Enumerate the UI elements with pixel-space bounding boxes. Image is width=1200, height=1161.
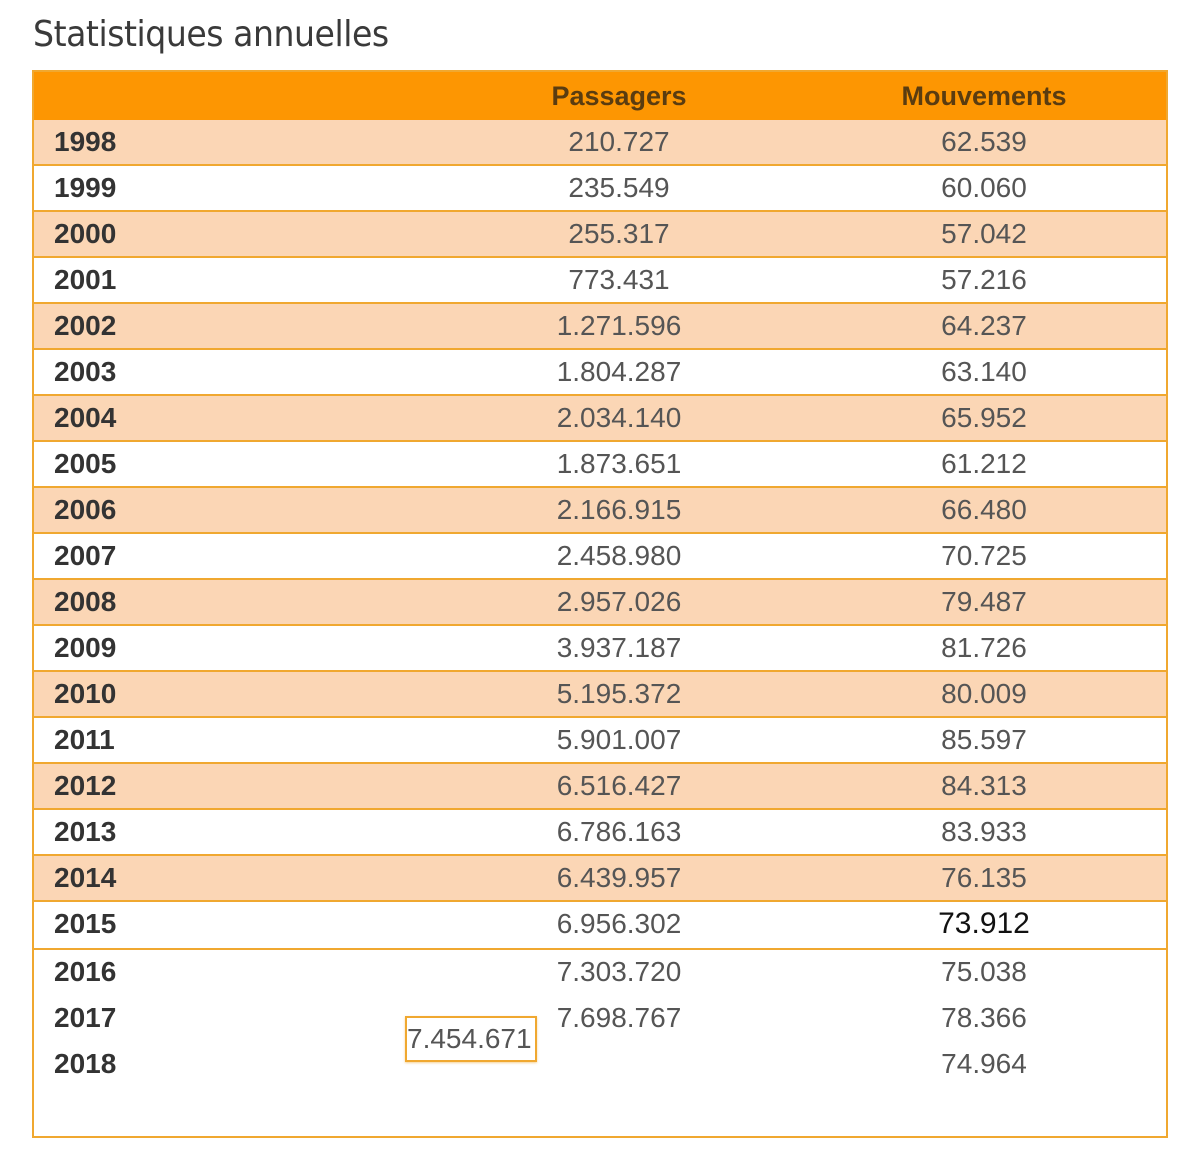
passengers-cell: 255.317 (568, 218, 670, 249)
passengers-cell: 235.549 (568, 172, 670, 203)
movements-cell: 75.038 (941, 956, 1027, 987)
table-row: 2010 5.195.372 80.009 (34, 672, 1166, 718)
passengers-cell: 1.271.596 (556, 310, 682, 341)
year-cell: 2004 (54, 402, 117, 433)
year-cell: 2012 (54, 770, 117, 801)
table-row: 2004 2.034.140 65.952 (34, 396, 1166, 442)
table-row: 2015 6.956.302 73.912 (34, 902, 1166, 950)
passengers-cell: 6.516.427 (556, 770, 682, 801)
year-cell: 2013 (54, 816, 117, 847)
year-cell: 1998 (54, 126, 117, 157)
table-row: 2018 74.964 (34, 1042, 1166, 1136)
table-row: 2003 1.804.287 63.140 (34, 350, 1166, 396)
table-row: 1999 235.549 60.060 (34, 166, 1166, 212)
year-cell: 2005 (54, 448, 117, 479)
passengers-cell: 2.034.140 (556, 402, 682, 433)
year-cell: 2015 (54, 908, 117, 939)
year-cell: 2002 (54, 310, 117, 341)
year-cell: 2009 (54, 632, 117, 663)
table-row: 2005 1.873.651 61.212 (34, 442, 1166, 488)
table-row: 1998 210.727 62.539 (34, 120, 1166, 166)
movements-cell: 57.216 (941, 264, 1027, 295)
year-cell: 2010 (54, 678, 117, 709)
table-row: 2012 6.516.427 84.313 (34, 764, 1166, 810)
movements-cell: 76.135 (941, 862, 1027, 893)
table-row: 2008 2.957.026 79.487 (34, 580, 1166, 626)
passengers-cell: 2.458.980 (556, 540, 682, 571)
movements-cell: 63.140 (941, 356, 1027, 387)
year-cell: 2001 (54, 264, 117, 295)
movements-cell: 66.480 (941, 494, 1027, 525)
year-cell: 2014 (54, 862, 117, 893)
year-cell: 2003 (54, 356, 117, 387)
year-cell: 2018 (54, 1048, 117, 1079)
year-cell: 2011 (54, 724, 115, 755)
passengers-cell: 773.431 (568, 264, 670, 295)
passengers-cell: 1.873.651 (556, 448, 682, 479)
movements-cell: 85.597 (941, 724, 1027, 755)
movements-cell: 62.539 (941, 126, 1027, 157)
passengers-cell: 5.195.372 (556, 678, 682, 709)
year-cell: 2008 (54, 586, 117, 617)
table-row: 2001 773.431 57.216 (34, 258, 1166, 304)
passengers-cell: 6.786.163 (556, 816, 682, 847)
movements-cell: 84.313 (941, 770, 1027, 801)
movements-cell: 61.212 (941, 448, 1027, 479)
passengers-cell: 5.901.007 (556, 724, 682, 755)
movements-cell: 74.964 (941, 1048, 1027, 1079)
table-row: 2002 1.271.596 64.237 (34, 304, 1166, 350)
movements-cell: 70.725 (941, 540, 1027, 571)
passengers-cell: 1.804.287 (556, 356, 682, 387)
year-cell: 2017 (54, 1002, 117, 1033)
movements-cell: 78.366 (941, 1002, 1027, 1033)
movements-cell: 79.487 (941, 586, 1027, 617)
year-cell: 2000 (54, 218, 117, 249)
passengers-cell: 210.727 (568, 126, 670, 157)
movements-cell: 83.933 (941, 816, 1027, 847)
passengers-cell: 7.303.720 (556, 956, 682, 987)
year-cell: 1999 (54, 172, 117, 203)
passengers-cell: 6.439.957 (556, 862, 682, 893)
header-movements: Mouvements (901, 81, 1067, 111)
table-row: 2007 2.458.980 70.725 (34, 534, 1166, 580)
movements-cell: 65.952 (941, 402, 1027, 433)
year-cell: 2016 (54, 956, 117, 987)
passengers-cell: 7.698.767 (556, 1002, 682, 1033)
table-row: 2006 2.166.915 66.480 (34, 488, 1166, 534)
movements-cell: 60.060 (941, 172, 1027, 203)
table-header: Passagers Mouvements (34, 72, 1166, 120)
movements-cell: 64.237 (941, 310, 1027, 341)
table-row: 2011 5.901.007 85.597 (34, 718, 1166, 764)
table-row: 2017 7.698.767 78.366 (34, 996, 1166, 1044)
movements-cell: 57.042 (941, 218, 1027, 249)
passengers-cell: 6.956.302 (556, 908, 682, 939)
page-title: Statistiques annuelles (33, 14, 389, 55)
passengers-cell: 3.937.187 (556, 632, 682, 663)
floating-value-box: 7.454.671 (405, 1016, 537, 1062)
table-row: 2009 3.937.187 81.726 (34, 626, 1166, 672)
table-row: 2000 255.317 57.042 (34, 212, 1166, 258)
year-cell: 2007 (54, 540, 117, 571)
stats-table: Passagers Mouvements 1998 210.727 62.539 19… (32, 70, 1168, 1138)
header-passengers: Passagers (551, 81, 687, 111)
movements-cell: 81.726 (941, 632, 1027, 663)
movements-cell: 73.912 (938, 907, 1030, 940)
table-row: 2016 7.303.720 75.038 (34, 950, 1166, 998)
movements-cell: 80.009 (941, 678, 1027, 709)
table-row: 2013 6.786.163 83.933 (34, 810, 1166, 856)
year-cell: 2006 (54, 494, 117, 525)
passengers-cell: 2.166.915 (556, 494, 682, 525)
table-row: 2014 6.439.957 76.135 (34, 856, 1166, 902)
passengers-cell: 2.957.026 (556, 586, 682, 617)
